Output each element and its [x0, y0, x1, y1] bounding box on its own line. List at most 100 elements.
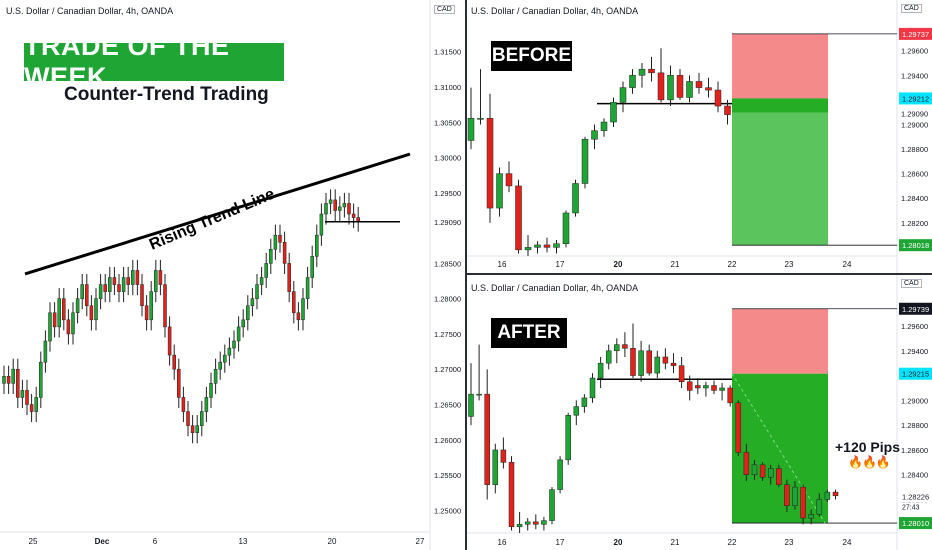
left-candle	[351, 213, 356, 218]
after-candle	[492, 449, 499, 485]
left-candle	[149, 291, 153, 321]
before-candle	[553, 243, 560, 248]
y-tick-label: 1.28500	[434, 259, 461, 268]
y-tick-label: 1.26500	[434, 400, 461, 409]
y-tick-label: 1.27000	[434, 365, 461, 374]
after-candle	[614, 344, 620, 352]
left-candle	[356, 217, 360, 222]
currency-badge[interactable]: CAD	[434, 5, 455, 14]
before-price-chart[interactable]: 1.29600 1.29400 1.29090 1.29000 1.28800 1.286…	[467, 0, 932, 273]
left-candle	[347, 203, 351, 215]
y-tick-label: 1.25000	[434, 506, 461, 515]
chart-title: U.S. Dollar / Canadian Dollar, 4h, OANDA	[471, 6, 639, 16]
left-candle	[71, 312, 75, 335]
last-price-label: 1.28226	[902, 492, 929, 501]
left-price-chart[interactable]: 1.31500 1.31000 1.30500 1.30000 1.29500 1.290…	[0, 0, 465, 550]
left-candle	[186, 411, 190, 426]
left-candle	[34, 397, 38, 412]
after-candle	[541, 520, 547, 525]
after-candle	[581, 397, 588, 407]
y-tick-label: 1.28800	[901, 421, 928, 430]
before-candle	[676, 75, 684, 98]
y-tick-label: 1.28000	[434, 295, 461, 304]
y-tick-label: 1.29400	[901, 347, 928, 356]
left-candle	[48, 312, 52, 342]
left-candle	[310, 256, 314, 278]
y-tick-label: 1.25500	[434, 471, 461, 480]
left-candle	[6, 376, 11, 384]
left-candle	[195, 425, 199, 433]
y-tick-label: 1.27500	[434, 330, 461, 339]
before-candle	[486, 118, 494, 209]
chart-subtitle: Counter-Trend Trading	[64, 84, 269, 105]
after-candle	[589, 377, 596, 399]
left-candle	[43, 340, 48, 363]
stop-loss-zone	[732, 33, 828, 99]
before-candle	[591, 130, 598, 140]
after-candle	[654, 356, 661, 374]
left-candle	[144, 305, 149, 321]
after-candle	[743, 452, 750, 475]
left-candle	[333, 199, 337, 211]
chart-title: U.S. Dollar / Canadian Dollar, 4h, OANDA	[6, 6, 174, 16]
x-tick-label: 23	[785, 538, 794, 547]
left-chart-pane[interactable]: 1.31500 1.31000 1.30500 1.30000 1.29500 1.290…	[0, 0, 465, 550]
after-candle	[776, 468, 782, 485]
after-candle	[767, 468, 774, 478]
left-candle	[324, 203, 328, 215]
left-candle	[117, 284, 121, 292]
after-candle	[638, 350, 644, 376]
before-candle	[505, 173, 513, 187]
y-tick-label: 1.29600	[901, 322, 928, 331]
currency-badge[interactable]: CAD	[901, 279, 922, 288]
trade-path-line	[731, 373, 826, 524]
before-candle	[581, 138, 589, 184]
left-candle	[218, 361, 222, 370]
x-tick-label: 23	[785, 260, 794, 269]
stop-loss-price-label-bg	[899, 302, 932, 315]
before-candle	[467, 118, 475, 141]
left-candle	[25, 390, 29, 405]
before-candle	[534, 244, 541, 248]
currency-badge[interactable]: CAD	[901, 4, 922, 13]
after-candle	[670, 362, 677, 366]
stop-loss-zone	[732, 308, 828, 374]
left-candle	[29, 404, 34, 412]
left-candle	[85, 284, 89, 306]
after-candle	[735, 402, 742, 453]
after-candle	[557, 459, 563, 490]
after-candle	[703, 385, 709, 389]
x-tick-label: 22	[728, 260, 737, 269]
left-candle	[259, 277, 264, 285]
after-candle	[727, 387, 733, 404]
before-chart-pane[interactable]: 1.29600 1.29400 1.29090 1.29000 1.28800 1.286…	[467, 0, 932, 273]
after-chart-pane[interactable]: 1.29600 1.29400 1.29000 1.28800 1.28600 1.284…	[467, 275, 932, 550]
before-candle	[724, 105, 731, 115]
after-price-chart[interactable]: 1.29600 1.29400 1.29000 1.28800 1.28600 1.284…	[467, 275, 932, 550]
left-candle	[269, 249, 273, 264]
fire-icon: 🔥🔥🔥	[848, 455, 891, 469]
left-candle	[204, 397, 209, 412]
left-candle	[158, 270, 163, 285]
trend-line-label: Rising Trend Line	[147, 186, 277, 254]
x-tick-label: 21	[671, 260, 680, 269]
x-tick-label: 17	[556, 538, 565, 547]
left-candle	[209, 383, 213, 398]
vertical-divider	[465, 0, 467, 550]
x-tick-label: 20	[328, 537, 337, 546]
before-candle	[562, 212, 570, 244]
left-candle	[52, 312, 57, 328]
y-tick-label: 1.31500	[434, 48, 461, 57]
y-tick-label: 1.28200	[901, 219, 928, 228]
before-candle	[515, 185, 522, 251]
after-candle	[468, 393, 474, 417]
left-candle	[112, 277, 117, 285]
after-candle	[573, 406, 580, 416]
before-candle	[657, 72, 665, 101]
before-candle	[572, 183, 579, 214]
before-candle	[695, 81, 703, 88]
x-tick-label: Dec	[95, 537, 110, 546]
before-candle	[524, 247, 532, 251]
entry-filled-band	[732, 98, 828, 113]
after-candle	[662, 356, 669, 364]
